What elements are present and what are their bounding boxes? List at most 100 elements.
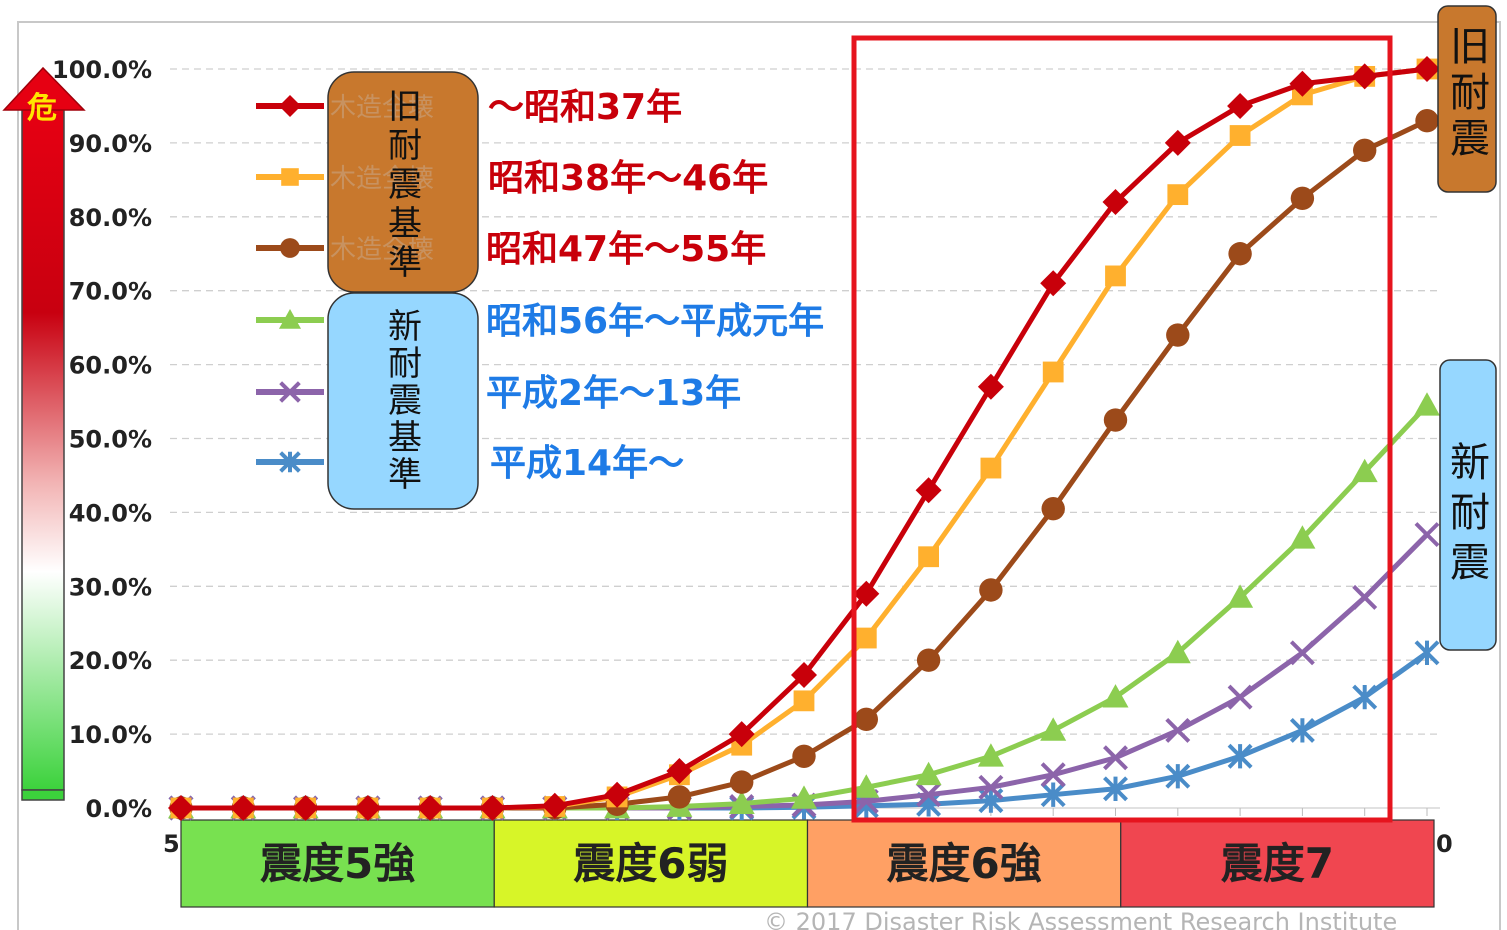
- data-point: [977, 743, 1004, 767]
- data-point: [279, 451, 301, 473]
- data-point: [1041, 497, 1065, 521]
- legend-label: 平成2年〜13年: [486, 373, 741, 414]
- data-point: [417, 795, 444, 821]
- data-point: [354, 795, 381, 821]
- data-point: [1042, 361, 1064, 383]
- data-point: [915, 761, 942, 786]
- data-point: [1040, 762, 1066, 788]
- danger-arrow-shaft: [21, 107, 65, 791]
- data-point: [1227, 684, 1253, 710]
- data-point: [1351, 458, 1378, 483]
- y-tick-label: 20.0%: [69, 647, 152, 675]
- data-point: [977, 373, 1004, 400]
- data-point: [1228, 242, 1252, 266]
- y-tick-label: 10.0%: [69, 721, 152, 749]
- legend-group-box: [327, 71, 479, 293]
- intensity-band-label: 震度7: [1221, 839, 1334, 888]
- data-point: [292, 795, 319, 821]
- data-point: [1414, 640, 1440, 666]
- danger-label: 危: [27, 91, 57, 126]
- data-point: [1227, 743, 1253, 769]
- legend-label: 昭和47年〜55年: [486, 229, 766, 270]
- data-point: [1040, 717, 1067, 741]
- danger-arrow: 危: [2, 66, 86, 801]
- legend-group-label: 新: [388, 307, 422, 347]
- data-point: [1289, 70, 1316, 97]
- legend-group-box: [327, 292, 479, 510]
- legend-group-label: 耐: [388, 126, 422, 166]
- data-point: [1414, 522, 1440, 548]
- legend-group-label: 震: [388, 165, 422, 205]
- data-point: [1102, 189, 1129, 216]
- y-tick-label: 60.0%: [69, 352, 152, 380]
- legend-label: 昭和56年〜平成元年: [486, 301, 824, 342]
- data-point: [791, 661, 817, 688]
- data-point: [479, 795, 506, 821]
- data-point: [1165, 763, 1191, 789]
- intensity-band: [493, 819, 809, 908]
- copyright-notice: © 2017 Disaster Risk Assessment Research…: [764, 908, 1397, 930]
- data-point: [1166, 323, 1190, 347]
- data-point: [279, 309, 301, 329]
- data-point: [730, 770, 754, 794]
- data-point: [1167, 184, 1189, 206]
- data-point: [1414, 392, 1440, 416]
- data-point: [1040, 270, 1067, 297]
- data-point: [1352, 684, 1378, 710]
- data-point: [1227, 92, 1254, 119]
- intensity-band-label: 震度6弱: [573, 839, 728, 888]
- side-label-text: 新: [1450, 440, 1490, 486]
- data-point: [979, 578, 1003, 602]
- data-point: [916, 648, 941, 672]
- data-point: [1103, 776, 1128, 802]
- side-label-text: 震: [1450, 116, 1490, 162]
- data-point: [1229, 125, 1251, 146]
- data-point: [1415, 109, 1439, 133]
- data-point: [230, 795, 257, 821]
- data-point: [1164, 129, 1191, 156]
- data-point: [918, 546, 939, 568]
- y-tick-label: 40.0%: [69, 499, 152, 527]
- y-axis-ticks: 0.0% 10.0% 20.0% 30.0% 40.0% 50.0% 60.0% 70.0% 8…: [52, 56, 152, 823]
- y-tick-label: 30.0%: [69, 573, 152, 601]
- legend-group-label: 基: [388, 418, 422, 458]
- data-point: [667, 785, 692, 809]
- danger-arrow-base: [21, 789, 65, 801]
- legend-label: 昭和38年〜46年: [488, 158, 768, 199]
- data-point: [855, 627, 877, 649]
- data-point: [728, 790, 755, 814]
- highlight-box: [851, 35, 1393, 823]
- legend: 木造全壊木造全壊木造全壊旧耐震基準新耐震基準〜昭和37年昭和38年〜46年昭和4…: [256, 71, 824, 510]
- side-label-text: 旧: [1450, 24, 1490, 70]
- data-point: [1227, 584, 1254, 608]
- data-point: [854, 707, 878, 732]
- data-point: [793, 690, 815, 712]
- side-label-text: 耐: [1450, 70, 1490, 116]
- data-point: [1105, 265, 1126, 287]
- data-point: [280, 238, 300, 258]
- side-label-text: 震: [1450, 540, 1490, 586]
- side-label-box: [1437, 5, 1497, 193]
- data-point: [281, 168, 299, 186]
- danger-arrow-head: [2, 66, 86, 111]
- legend-group-label: 耐: [388, 344, 422, 384]
- intensity-bands: 震度5強 震度6弱 震度6強 震度7: [180, 819, 1435, 908]
- y-tick-label: 80.0%: [69, 204, 152, 232]
- data-point: [1289, 525, 1316, 549]
- data-point: [915, 477, 942, 504]
- data-point: [1352, 584, 1378, 610]
- chart-frame: [17, 21, 1501, 930]
- legend-group-label: 準: [388, 243, 422, 283]
- data-point: [279, 381, 301, 403]
- data-point: [1353, 138, 1377, 162]
- legend-watermark: 木造全壊: [330, 235, 434, 265]
- x-tick-end: 0: [1436, 830, 1453, 858]
- y-tick-label: 0.0%: [85, 795, 152, 823]
- legend-group-label: 準: [388, 455, 422, 495]
- series: [168, 56, 1440, 821]
- intensity-band-label: 震度5強: [260, 839, 415, 888]
- data-point: [853, 774, 880, 798]
- legend-group-label: 震: [388, 381, 422, 421]
